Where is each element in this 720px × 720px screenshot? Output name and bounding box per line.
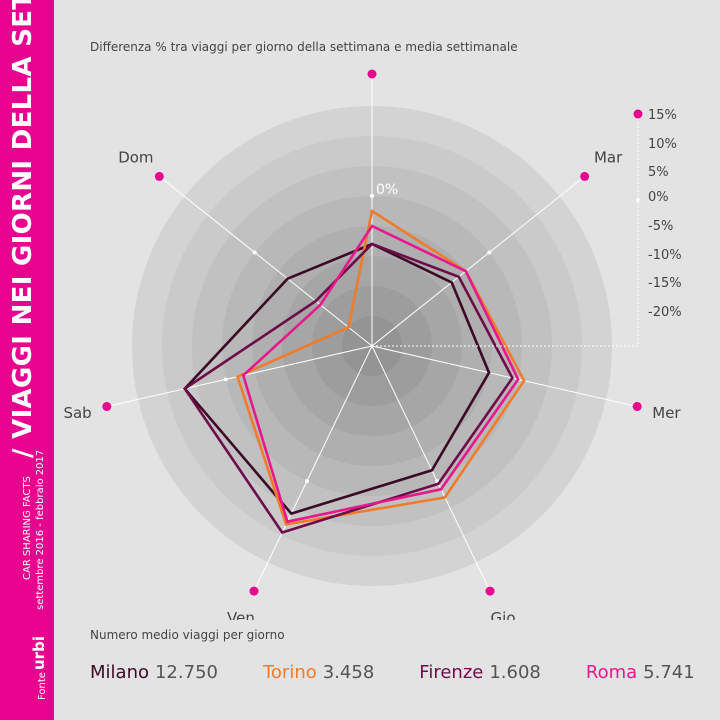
spoke-end-dot <box>249 586 259 596</box>
radar-chart: LunMarMerGioVenSabDom0%15%10%5%0%-5%-10%… <box>63 69 682 620</box>
legend-name: Milano <box>90 662 149 683</box>
axis-label-ven: Ven <box>227 609 255 620</box>
spoke-end-dot <box>632 402 642 412</box>
radar-spoke <box>371 345 638 408</box>
spoke-end-dot <box>102 402 112 412</box>
legend-item-firenze: Firenze 1.608 <box>419 662 541 683</box>
source-prefix: Fonte <box>37 672 48 700</box>
scale-tick-label: 5% <box>648 165 669 180</box>
legend-item-milano: Milano 12.750 <box>90 662 218 683</box>
legend-value: 3.458 <box>322 662 375 683</box>
radar-spoke <box>253 345 373 592</box>
scale-end-dot <box>633 109 643 119</box>
chart-title: Differenza % tra viaggi per giorno della… <box>90 40 518 54</box>
zero-marker <box>304 479 309 484</box>
zero-marker <box>252 250 257 255</box>
scale-tick-label: 15% <box>648 108 677 123</box>
series-milano <box>183 242 491 516</box>
legend-value: 1.608 <box>489 662 541 683</box>
scale-tick-label: -5% <box>648 219 673 234</box>
zero-label: 0% <box>376 182 398 198</box>
legend-title: Numero medio viaggi per giorno <box>90 628 285 642</box>
axis-label-mer: Mer <box>652 404 681 422</box>
scale-tick-label: -20% <box>648 305 682 320</box>
legend-value: 5.741 <box>643 662 695 683</box>
legend-name: Firenze <box>419 662 484 683</box>
source-line-2: settembre 2016 - febbraio 2017 <box>35 449 46 610</box>
radar-spoke <box>371 176 585 347</box>
radar-spoke <box>371 345 491 592</box>
series-firenze <box>182 242 514 535</box>
scale-zero-marker <box>636 198 640 202</box>
spoke-end-dot <box>485 586 495 596</box>
axis-label-dom: Dom <box>118 149 153 167</box>
spoke-end-dot <box>367 69 377 79</box>
scale-tick-label: 10% <box>648 137 677 152</box>
axis-label-gio: Gio <box>491 609 516 620</box>
zero-marker <box>370 194 374 198</box>
zero-marker <box>487 250 492 255</box>
spoke-end-dot <box>154 171 164 181</box>
legend-item-roma: Roma 5.741 <box>586 662 695 683</box>
legend-value: 12.750 <box>154 662 218 683</box>
legend-name: Roma <box>585 662 638 683</box>
zero-marker <box>223 377 228 382</box>
legend: Milano 12.750 Torino 3.458 Firenze 1.608 Roma 5… <box>90 662 720 683</box>
axis-label-mar: Mar <box>594 149 623 167</box>
source-line-1: CAR SHARING FACTS <box>22 476 33 580</box>
scale-tick-label: -10% <box>648 248 682 263</box>
sidebar: / VIAGGI NEI GIORNI DELLA SETTIMANA CAR … <box>0 0 54 720</box>
legend-name: Torino <box>262 662 317 683</box>
axis-label-sab: Sab <box>63 404 91 422</box>
main-title: / VIAGGI NEI GIORNI DELLA SETTIMANA <box>8 0 38 458</box>
spoke-end-dot <box>580 171 590 181</box>
scale-tick-label: -15% <box>648 276 682 291</box>
series-roma <box>241 224 520 524</box>
scale-tick-label: 0% <box>648 190 669 205</box>
radar-spoke <box>159 176 373 347</box>
legend-item-torino: Torino 3.458 <box>263 662 374 683</box>
urbi-logo: urbi <box>30 636 48 670</box>
